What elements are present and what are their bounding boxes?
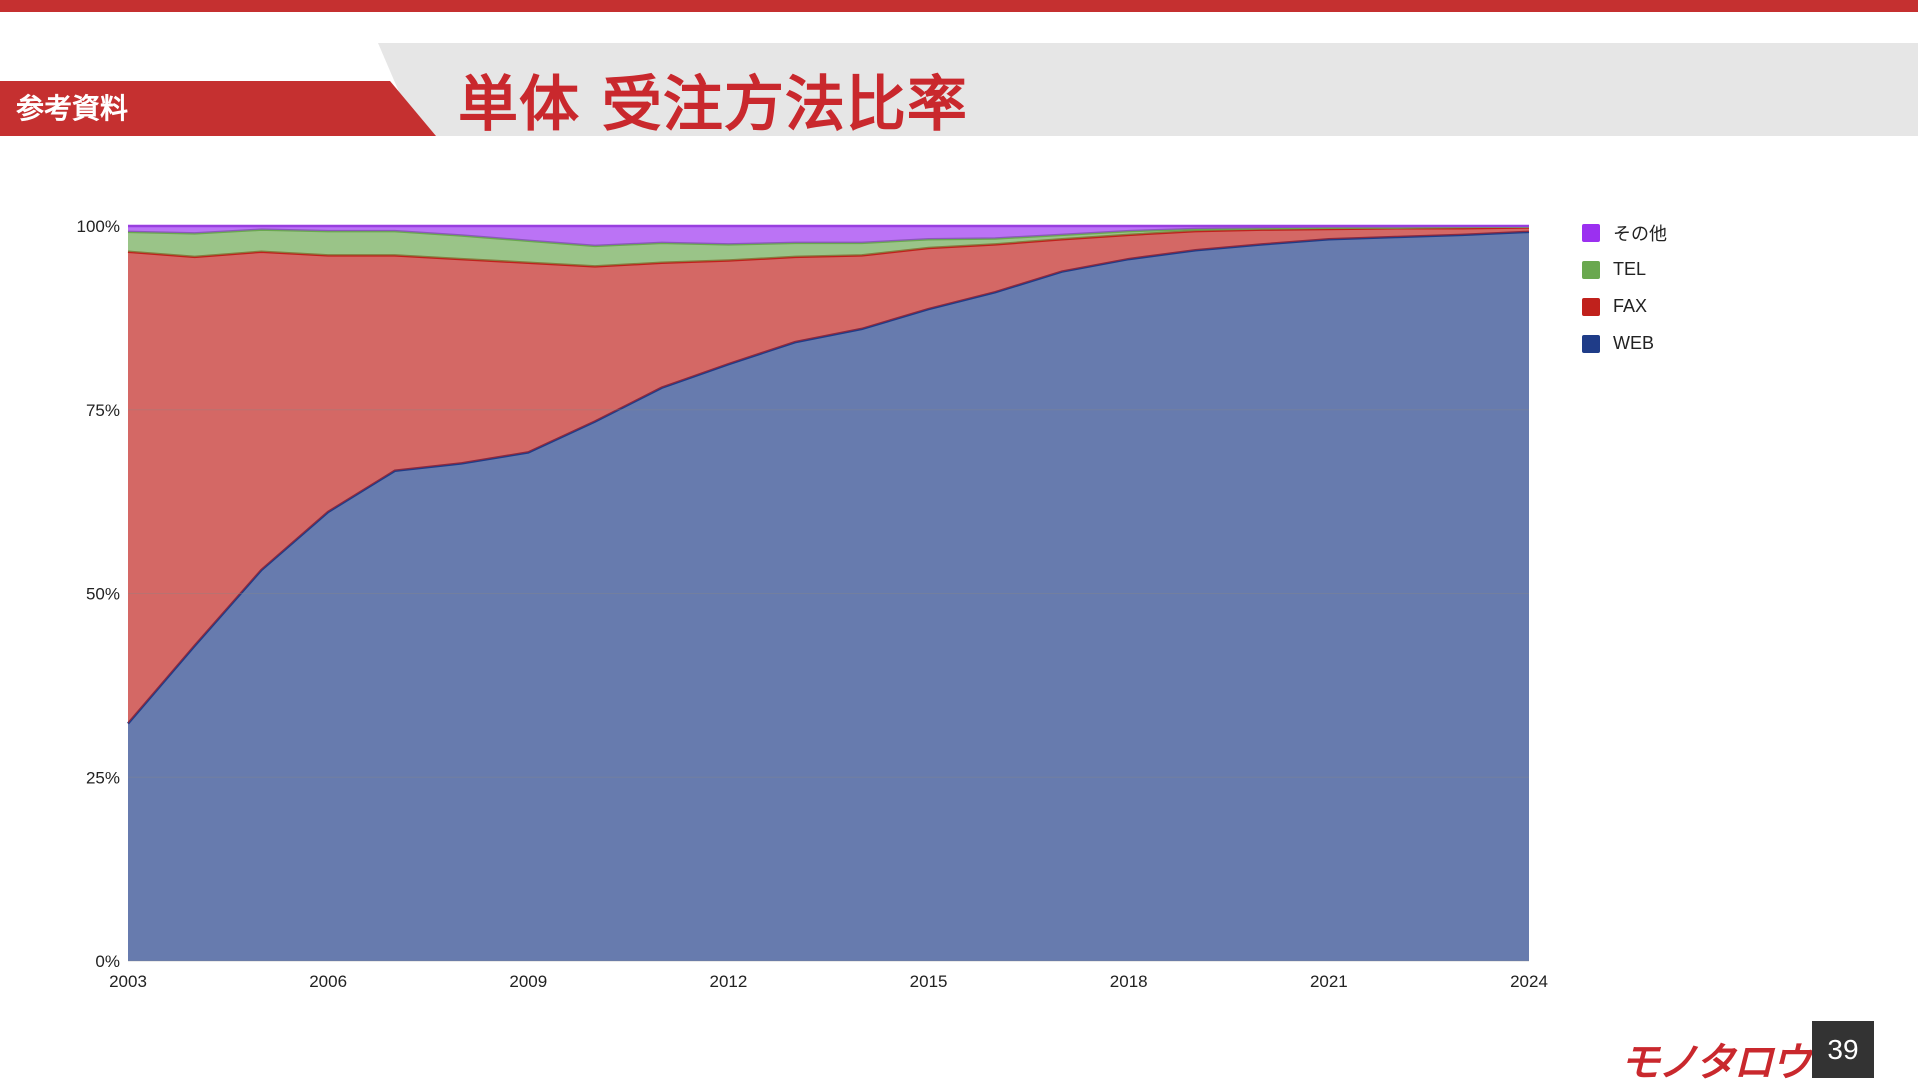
y-tick-label: 100% — [77, 217, 120, 236]
x-tick-label: 2006 — [309, 972, 347, 991]
area-FAX — [128, 227, 1529, 724]
legend-swatch — [1582, 334, 1600, 353]
x-tick-label: 2009 — [509, 972, 547, 991]
page-number: 39 — [1812, 1021, 1874, 1078]
x-tick-label: 2021 — [1310, 972, 1348, 991]
legend-label: FAX — [1613, 296, 1648, 316]
legend-item: WEB — [1582, 325, 1667, 362]
x-tick-label: 2012 — [710, 972, 748, 991]
y-tick-label: 0% — [95, 952, 120, 971]
area-TEL — [128, 226, 1529, 267]
x-tick-label: 2018 — [1110, 972, 1148, 991]
legend-label: WEB — [1613, 333, 1655, 353]
title-band — [378, 43, 1918, 136]
legend-item: その他 — [1582, 214, 1667, 251]
y-tick-label: 50% — [86, 585, 120, 604]
area-その他 — [128, 226, 1529, 246]
legend-label: その他 — [1613, 223, 1667, 244]
legend-swatch — [1582, 297, 1600, 316]
legend-item: TEL — [1582, 251, 1667, 288]
x-tick-label: 2015 — [910, 972, 948, 991]
area-WEB — [128, 231, 1529, 961]
legend-swatch — [1582, 260, 1600, 279]
top-accent-bar — [0, 0, 1918, 12]
page-title: 単体 受注方法比率 — [458, 70, 968, 140]
x-tick-label: 2024 — [1510, 972, 1548, 991]
chart-legend: その他 TEL FAX WEB — [1582, 214, 1667, 362]
y-tick-label: 25% — [86, 768, 120, 787]
section-label-box — [0, 81, 436, 136]
section-label: 参考資料 — [16, 92, 129, 125]
x-tick-label: 2003 — [109, 972, 147, 991]
y-tick-label: 75% — [86, 401, 120, 420]
legend-label: TEL — [1613, 259, 1647, 279]
monotaro-logo: モノタロウ — [1620, 1040, 1811, 1086]
legend-item: FAX — [1582, 288, 1667, 325]
legend-swatch — [1582, 223, 1600, 242]
